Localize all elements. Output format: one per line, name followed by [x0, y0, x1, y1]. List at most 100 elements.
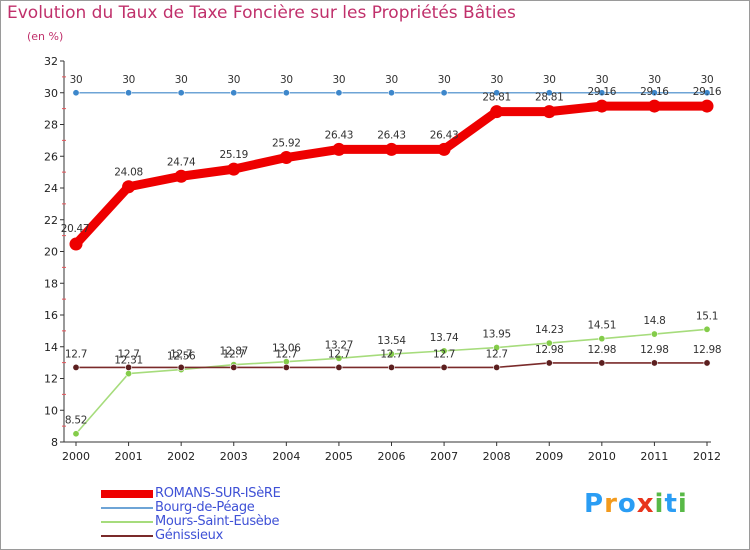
- data-point: [282, 89, 290, 97]
- data-label: 25.19: [219, 149, 248, 161]
- data-point: [545, 89, 553, 97]
- data-label: 12.7: [433, 348, 455, 360]
- data-label: 12.7: [170, 348, 192, 360]
- data-point: [335, 354, 343, 362]
- data-point: [700, 99, 714, 113]
- data-label: 28.81: [535, 92, 564, 104]
- data-point: [279, 151, 293, 165]
- data-point: [387, 363, 395, 371]
- data-point: [493, 363, 501, 371]
- y-tick-label: 8: [51, 436, 58, 449]
- legend-swatch: [101, 521, 153, 523]
- logo-letter: r: [604, 489, 618, 519]
- data-point: [598, 359, 606, 367]
- legend-label: Bourg-de-Péage: [155, 500, 255, 515]
- data-label: 13.74: [430, 332, 459, 344]
- y-tick-label: 14: [44, 341, 58, 354]
- x-tick-label: 2002: [167, 450, 195, 463]
- chart-title: Evolution du Taux de Taxe Foncière sur l…: [7, 3, 516, 23]
- data-label: 30: [543, 74, 556, 86]
- data-point: [703, 359, 711, 367]
- data-label: 30: [595, 74, 608, 86]
- data-label: 12.7: [486, 348, 508, 360]
- x-tick-label: 2004: [272, 450, 300, 463]
- data-label: 30: [333, 74, 346, 86]
- data-point: [177, 89, 185, 97]
- data-point: [335, 363, 343, 371]
- data-label: 30: [385, 74, 398, 86]
- data-label: 12.7: [380, 348, 402, 360]
- y-tick-label: 32: [44, 55, 58, 68]
- data-point: [177, 363, 185, 371]
- data-point: [437, 142, 451, 156]
- data-point: [227, 162, 241, 176]
- x-tick-label: 2012: [693, 450, 721, 463]
- data-label: 12.7: [275, 348, 297, 360]
- data-label: 24.74: [167, 156, 196, 168]
- x-tick-label: 2000: [62, 450, 90, 463]
- data-label: 14.51: [588, 320, 617, 332]
- x-tick-label: 2010: [588, 450, 616, 463]
- y-axis-unit-label: (en %): [27, 30, 64, 43]
- data-label: 12.7: [117, 348, 139, 360]
- data-label: 30: [438, 74, 451, 86]
- legend-swatch: [101, 535, 153, 537]
- data-point: [440, 363, 448, 371]
- data-point: [598, 89, 606, 97]
- data-label: 29.16: [640, 86, 669, 98]
- data-point: [703, 89, 711, 97]
- x-tick-label: 2005: [325, 450, 353, 463]
- data-label: 12.87: [219, 346, 248, 358]
- data-label: 12.98: [588, 344, 617, 356]
- data-point: [387, 350, 395, 358]
- data-point: [703, 325, 711, 333]
- logo-letter: x: [636, 489, 655, 519]
- y-tick-label: 10: [44, 404, 58, 417]
- data-label: 14.23: [535, 324, 564, 336]
- data-point: [493, 344, 501, 352]
- data-point: [332, 142, 346, 156]
- data-label: 12.98: [535, 344, 564, 356]
- data-point: [595, 99, 609, 113]
- data-point: [125, 89, 133, 97]
- data-point: [125, 363, 133, 371]
- logo-letter: P: [584, 489, 605, 519]
- y-tick-label: 12: [44, 373, 58, 386]
- series-line-0: [71, 101, 712, 249]
- data-label: 26.43: [377, 129, 406, 141]
- y-tick-label: 30: [44, 87, 58, 100]
- data-point: [545, 359, 553, 367]
- data-label: 30: [490, 74, 503, 86]
- data-point: [230, 363, 238, 371]
- x-tick-label: 2007: [430, 450, 458, 463]
- data-point: [647, 99, 661, 113]
- data-point: [122, 180, 136, 194]
- data-label: 20.47: [61, 223, 90, 235]
- data-point: [335, 89, 343, 97]
- data-label: 15.1: [696, 310, 718, 322]
- y-tick-label: 18: [44, 277, 58, 290]
- data-label: 30: [70, 74, 83, 86]
- data-label: 30: [122, 74, 135, 86]
- data-label: 30: [227, 74, 240, 86]
- x-tick-label: 2006: [378, 450, 406, 463]
- data-point: [72, 430, 80, 438]
- data-point: [440, 89, 448, 97]
- data-point: [542, 105, 556, 119]
- logo-letter: i: [654, 489, 665, 519]
- legend-label: Mours-Saint-Eusèbe: [155, 514, 280, 529]
- data-label: 12.98: [693, 344, 722, 356]
- data-label: 12.98: [640, 344, 669, 356]
- data-label: 12.31: [114, 355, 143, 367]
- logo-letter: o: [617, 489, 637, 519]
- data-label: 13.27: [325, 339, 354, 351]
- legend-swatch: [101, 507, 153, 509]
- x-tick-label: 2003: [220, 450, 248, 463]
- x-tick-label: 2008: [483, 450, 511, 463]
- proxiti-logo: Proxiti: [584, 489, 688, 519]
- data-label: 8.52: [65, 415, 87, 427]
- data-label: 12.7: [65, 348, 87, 360]
- data-label: 30: [175, 74, 188, 86]
- data-label: 28.81: [482, 92, 511, 104]
